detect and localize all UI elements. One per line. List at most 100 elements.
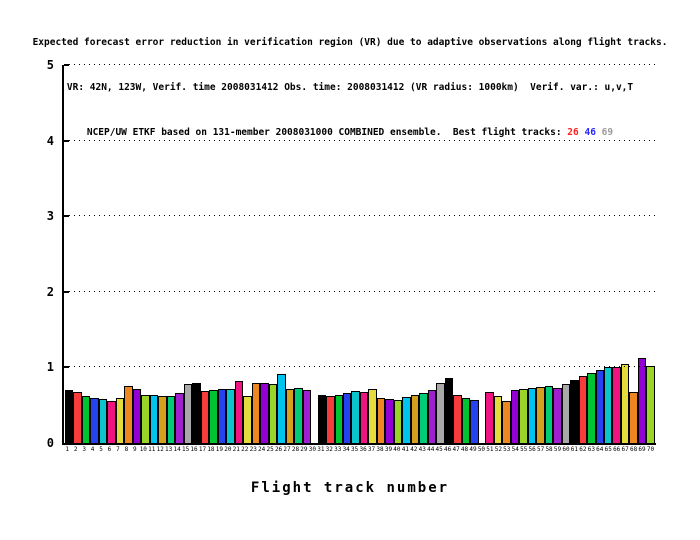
gridline-y1 [64,366,656,368]
bar-track-63 [587,373,596,443]
x-tick-label: 61 [570,446,579,453]
x-tick-label: 15 [181,446,190,453]
x-tick-label: 30 [308,446,316,453]
chart-titles: Expected forecast error reduction in ver… [0,5,700,170]
x-tick-label: 60 [562,446,570,453]
y-tick-label: 4 [46,133,54,148]
x-tick-label: 18 [207,446,215,453]
x-tick-label: 34 [342,446,350,453]
y-tick-mark [64,215,69,218]
bar-track-45 [436,383,445,443]
x-tick-label: 24 [258,446,266,453]
chart-title-line2: VR: 42N, 123W, Verif. time 2008031412 Ob… [66,82,634,93]
y-tick-mark [64,139,69,142]
bar-track-53 [502,400,511,443]
bar-track-40 [393,399,403,443]
bar-track-49 [470,399,479,443]
bar-track-52 [493,396,503,443]
bar-track-56 [527,387,537,443]
y-tick-label: 5 [46,58,54,72]
x-tick-label: 29 [300,446,308,453]
x-axis-tick-labels: 1 2 3 4 5 6 7 8 9 10 11 12 13 14 15 16 17 18 19 20 21 22 23 24 2… [63,446,655,453]
x-tick-label: 46 [444,446,452,453]
x-tick-label: 14 [173,446,181,453]
bar-track-6 [107,401,116,443]
bar-track-13 [166,396,176,443]
x-tick-label: 32 [325,446,333,453]
gridline-y5 [64,64,656,65]
x-tick-label: 37 [367,446,376,453]
x-tick-label: 33 [334,446,342,453]
x-tick-label: 44 [427,446,435,453]
bar-track-15 [183,384,193,443]
x-tick-label: 47 [452,446,460,453]
y-tick-mark [64,64,69,66]
x-tick-label: 54 [511,446,519,453]
bar-track-62 [578,376,588,443]
x-tick-label: 17 [198,446,207,453]
best-track-2: 46 [584,127,596,138]
x-tick-label: 45 [435,446,443,453]
bar-track-28 [294,387,303,443]
x-tick-label: 36 [359,446,367,453]
bar-track-59 [553,387,562,443]
bar-track-2 [73,391,82,443]
bar-track-12 [158,396,167,443]
x-tick-label: 22 [241,446,249,453]
bar-track-68 [629,391,638,443]
bar-track-9 [132,389,142,443]
bar-track-36 [359,391,369,443]
chart-title-line3-prefix: NCEP/UW ETKF based on 131-member 2008031… [86,127,568,138]
x-tick-label: 4 [90,446,95,453]
bar-track-24 [260,383,269,443]
x-tick-label: 9 [133,446,137,453]
y-tick-mark [64,290,69,293]
x-tick-label: 70 [646,446,655,453]
bar-track-69 [637,357,647,443]
bar-track-10 [141,394,150,443]
x-tick-label: 13 [165,446,173,453]
x-tick-label: 63 [587,446,595,453]
x-tick-label: 69 [638,446,646,453]
best-track-3: 69 [601,127,614,138]
x-tick-label: 56 [528,446,536,453]
x-tick-label: 38 [376,446,384,453]
bar-track-29 [302,390,312,443]
x-tick-label: 27 [283,446,291,453]
x-tick-label: 51 [486,446,494,453]
bar-track-16 [192,383,201,443]
x-tick-label: 21 [232,446,240,453]
gridline-y4 [64,139,656,141]
x-tick-label: 28 [291,446,300,453]
bar-track-18 [209,390,218,443]
bar-track-1 [65,390,74,443]
chart-title-line1: Expected forecast error reduction in ver… [32,37,668,48]
y-tick-label: 1 [46,360,54,375]
x-tick-label: 25 [266,446,274,453]
x-tick-label: 48 [460,446,469,453]
x-tick-label: 20 [224,446,232,453]
x-tick-label: 41 [401,446,409,453]
bar-track-34 [342,393,352,443]
bar-track-39 [385,399,394,443]
x-tick-label: 68 [629,446,638,453]
bar-track-43 [419,393,428,443]
bar-track-31 [317,395,327,443]
x-tick-label: 5 [99,446,103,453]
x-tick-label: 39 [384,446,393,453]
x-tick-label: 64 [596,446,604,453]
bar-track-19 [217,389,227,443]
x-tick-label: 59 [553,446,562,453]
bar-track-8 [124,386,133,443]
x-tick-label: 12 [156,446,164,453]
bar-track-4 [90,397,99,443]
gridline-y2 [64,290,656,292]
x-tick-label: 6 [107,446,112,453]
x-tick-label: 55 [520,446,528,453]
bar-track-65 [604,366,613,443]
bar-track-26 [277,374,286,443]
bar-track-38 [376,397,386,443]
bar-track-54 [510,390,520,443]
bar-track-32 [326,396,335,443]
plot-area [62,64,656,445]
